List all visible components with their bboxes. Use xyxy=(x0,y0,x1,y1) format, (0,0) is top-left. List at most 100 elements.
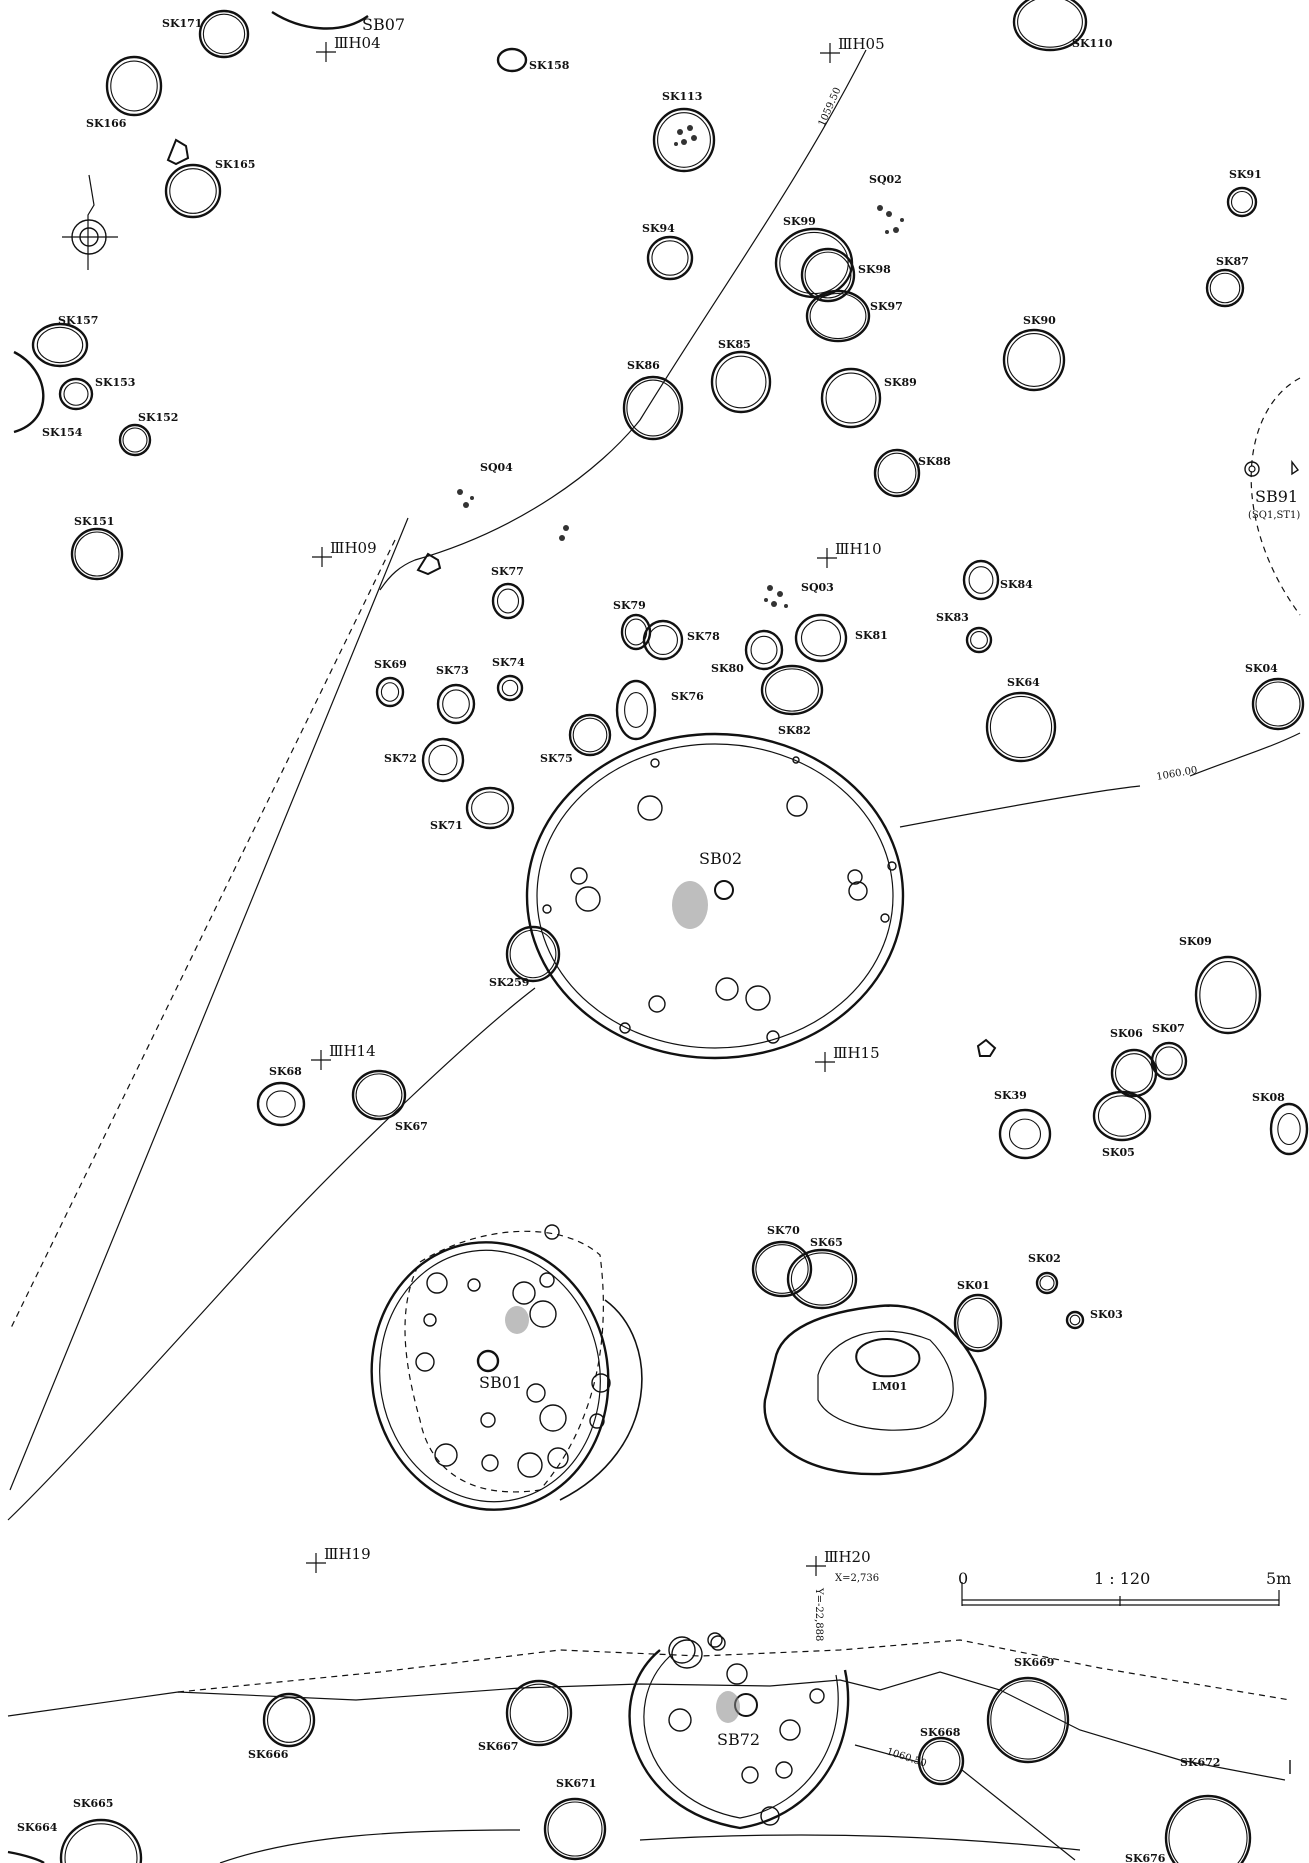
label-sk667: SK667 xyxy=(478,1740,518,1753)
label-sk06: SK06 xyxy=(1110,1027,1143,1040)
label-sk91: SK91 xyxy=(1229,168,1262,181)
label-sq02: SQ02 xyxy=(869,173,902,186)
pit-sk07 xyxy=(1150,1041,1188,1081)
mound-lm01 xyxy=(763,1304,987,1476)
pit-dwelling-sb02 xyxy=(525,732,905,1060)
label-sk259: SK259 xyxy=(489,976,529,989)
small-feature-bowl xyxy=(416,552,442,576)
label-sk666: SK666 xyxy=(248,1748,289,1761)
label-sk39: SK39 xyxy=(994,1089,1027,1102)
pit-sk06 xyxy=(1110,1048,1158,1098)
pit-sk05 xyxy=(1092,1090,1152,1142)
label-sk07: SK07 xyxy=(1152,1022,1185,1035)
pit-sk84 xyxy=(962,559,1000,601)
trench-line-south xyxy=(219,1829,1081,1863)
label-sk113: SK113 xyxy=(662,90,702,103)
pit-sk71 xyxy=(465,786,515,830)
pit-sk08 xyxy=(1269,1102,1309,1156)
pit-sk153 xyxy=(58,377,94,411)
pit-sk171 xyxy=(198,9,250,59)
pit-sk78 xyxy=(642,619,684,661)
pit-sk665 xyxy=(59,1818,143,1863)
label-sk08: SK08 xyxy=(1252,1091,1285,1104)
grid-point-0: ⅢH04 xyxy=(316,34,381,62)
pit-sk75 xyxy=(568,713,612,757)
grid-label-0: ⅢH04 xyxy=(334,34,381,52)
pit-sk90 xyxy=(1002,328,1066,392)
sb01-hearth-stipple xyxy=(505,1306,529,1334)
coord-x-label: X=2,736 xyxy=(835,1573,879,1584)
pit-sk99 xyxy=(774,227,854,299)
slope-line-lower xyxy=(7,987,536,1521)
pit-sk39 xyxy=(998,1108,1052,1160)
label-sb07: SB07 xyxy=(362,15,405,34)
sb91-interior xyxy=(1244,459,1300,477)
label-sk03: SK03 xyxy=(1090,1308,1123,1321)
contour-line-1059-50 xyxy=(379,49,867,591)
label-sk04: SK04 xyxy=(1245,662,1278,675)
label-sk69: SK69 xyxy=(374,658,407,671)
sb72-outer-pit-b xyxy=(710,1635,726,1651)
contour-label-0: 1059.50 xyxy=(817,86,844,128)
pit-sk94 xyxy=(646,235,694,281)
sb91-boundary xyxy=(1250,377,1301,616)
north-arrow-icon xyxy=(62,174,118,270)
pit-sk74 xyxy=(496,674,524,702)
pit-sk69 xyxy=(375,676,405,708)
grid-point-4: ⅢH14 xyxy=(311,1042,376,1070)
label-sk94: SK94 xyxy=(642,222,675,235)
grid-label-2: ⅢH09 xyxy=(330,539,377,557)
pit-sk87 xyxy=(1205,268,1245,308)
pit-sk82 xyxy=(760,664,824,716)
pit-sk91 xyxy=(1226,186,1258,218)
label-sk171: SK171 xyxy=(162,17,202,30)
grid-label-4: ⅢH14 xyxy=(329,1042,376,1060)
pit-sk89 xyxy=(820,367,882,429)
label-sq04: SQ04 xyxy=(480,461,513,474)
grid-point-3: ⅢH10 xyxy=(817,540,882,568)
pit-dwelling-sb01 xyxy=(370,1224,643,1511)
pit-sk70 xyxy=(751,1240,813,1298)
label-sk154: SK154 xyxy=(42,426,83,439)
label-sk78: SK78 xyxy=(687,630,720,643)
label-sk72: SK72 xyxy=(384,752,417,765)
label-sb72: SB72 xyxy=(717,1730,760,1749)
sb02-hearth-stipple xyxy=(672,881,708,929)
label-sk01: SK01 xyxy=(957,1279,990,1292)
scale-end: 5m xyxy=(1266,1569,1291,1588)
pit-sk666 xyxy=(262,1692,316,1748)
sb07-edge xyxy=(271,10,369,30)
sb01-floor-pits xyxy=(415,1224,611,1478)
pit-sk09 xyxy=(1194,955,1262,1035)
label-sk74: SK74 xyxy=(492,656,525,669)
pit-sk667 xyxy=(505,1679,573,1747)
grid-label-3: ⅢH10 xyxy=(835,540,882,558)
pit-sk83 xyxy=(965,626,993,654)
grid-points: ⅢH04 ⅢH05 ⅢH09 ⅢH10 ⅢH14 ⅢH15 ⅢH19 ⅢH20 xyxy=(306,34,885,1576)
label-sk70: SK70 xyxy=(767,1224,800,1237)
pit-sk85 xyxy=(710,350,772,414)
excavation-edge-south xyxy=(7,1671,1286,1781)
grid-label-7: ⅢH20 xyxy=(824,1548,871,1566)
pit-sk671 xyxy=(543,1797,607,1861)
pit-sk165 xyxy=(164,163,222,219)
pit-sk72 xyxy=(421,737,465,783)
small-stone-sk39 xyxy=(976,1038,997,1057)
label-sk87: SK87 xyxy=(1216,255,1249,268)
grid-label-6: ⅢH19 xyxy=(324,1545,371,1563)
pit-sk65 xyxy=(786,1248,858,1310)
scale-bar: 0 1 : 120 5m xyxy=(958,1569,1291,1606)
pit-sk64 xyxy=(985,691,1057,763)
sk154-edge xyxy=(13,350,45,434)
label-sk02: SK02 xyxy=(1028,1252,1061,1265)
label-sk668: SK668 xyxy=(920,1726,961,1739)
grid-point-1: ⅢH05 xyxy=(820,35,885,63)
label-sk86: SK86 xyxy=(627,359,660,372)
label-sk68: SK68 xyxy=(269,1065,302,1078)
pit-sk97 xyxy=(805,289,871,343)
label-sk151: SK151 xyxy=(74,515,114,528)
scale-ratio: 1 : 120 xyxy=(1094,1569,1150,1588)
terrain-lines xyxy=(7,49,1301,1863)
contour-line-1060-00 xyxy=(899,732,1301,828)
contour-line-1060-50 xyxy=(854,1744,1076,1861)
